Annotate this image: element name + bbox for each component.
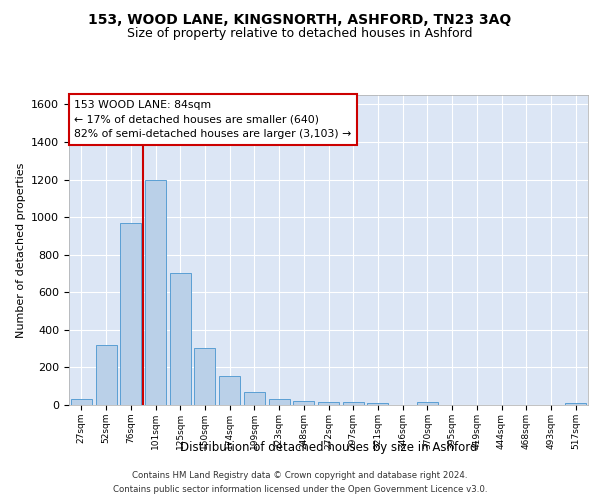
Bar bbox=[293, 401, 314, 405]
Bar bbox=[244, 392, 265, 405]
Bar bbox=[71, 400, 92, 405]
Bar bbox=[343, 402, 364, 405]
Bar bbox=[219, 376, 240, 405]
Y-axis label: Number of detached properties: Number of detached properties bbox=[16, 162, 26, 338]
Bar bbox=[120, 223, 141, 405]
Text: Contains HM Land Registry data © Crown copyright and database right 2024.: Contains HM Land Registry data © Crown c… bbox=[132, 472, 468, 480]
Bar bbox=[417, 402, 438, 405]
Bar bbox=[170, 274, 191, 405]
Bar bbox=[565, 402, 586, 405]
Text: 153 WOOD LANE: 84sqm
← 17% of detached houses are smaller (640)
82% of semi-deta: 153 WOOD LANE: 84sqm ← 17% of detached h… bbox=[74, 100, 352, 139]
Bar bbox=[367, 403, 388, 405]
Bar bbox=[318, 402, 339, 405]
Bar bbox=[95, 345, 116, 405]
Bar bbox=[269, 400, 290, 405]
Text: Size of property relative to detached houses in Ashford: Size of property relative to detached ho… bbox=[127, 28, 473, 40]
Text: Distribution of detached houses by size in Ashford: Distribution of detached houses by size … bbox=[180, 441, 478, 454]
Text: 153, WOOD LANE, KINGSNORTH, ASHFORD, TN23 3AQ: 153, WOOD LANE, KINGSNORTH, ASHFORD, TN2… bbox=[88, 12, 512, 26]
Bar bbox=[145, 180, 166, 405]
Bar bbox=[194, 348, 215, 405]
Text: Contains public sector information licensed under the Open Government Licence v3: Contains public sector information licen… bbox=[113, 484, 487, 494]
